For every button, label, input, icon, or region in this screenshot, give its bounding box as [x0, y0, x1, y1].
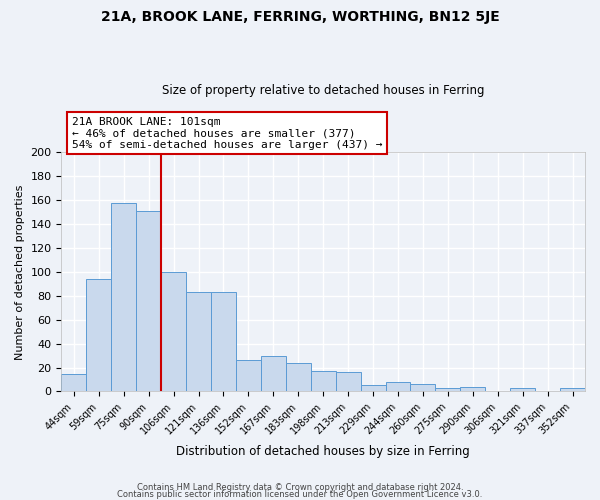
Bar	[136, 211, 161, 392]
Bar	[335, 372, 361, 392]
Bar	[410, 384, 436, 392]
Bar	[186, 292, 211, 392]
Bar	[460, 386, 485, 392]
Bar	[211, 292, 236, 392]
Bar	[510, 388, 535, 392]
Text: 21A, BROOK LANE, FERRING, WORTHING, BN12 5JE: 21A, BROOK LANE, FERRING, WORTHING, BN12…	[101, 10, 499, 24]
Text: Contains HM Land Registry data © Crown copyright and database right 2024.: Contains HM Land Registry data © Crown c…	[137, 484, 463, 492]
Text: 21A BROOK LANE: 101sqm
← 46% of detached houses are smaller (377)
54% of semi-de: 21A BROOK LANE: 101sqm ← 46% of detached…	[72, 116, 382, 150]
X-axis label: Distribution of detached houses by size in Ferring: Distribution of detached houses by size …	[176, 444, 470, 458]
Bar	[261, 356, 286, 392]
Y-axis label: Number of detached properties: Number of detached properties	[15, 184, 25, 360]
Title: Size of property relative to detached houses in Ferring: Size of property relative to detached ho…	[162, 84, 484, 97]
Bar	[311, 371, 335, 392]
Text: Contains public sector information licensed under the Open Government Licence v3: Contains public sector information licen…	[118, 490, 482, 499]
Bar	[386, 382, 410, 392]
Bar	[560, 388, 585, 392]
Bar	[86, 279, 111, 392]
Bar	[361, 386, 386, 392]
Bar	[286, 362, 311, 392]
Bar	[436, 388, 460, 392]
Bar	[161, 272, 186, 392]
Bar	[236, 360, 261, 392]
Bar	[61, 374, 86, 392]
Bar	[111, 202, 136, 392]
